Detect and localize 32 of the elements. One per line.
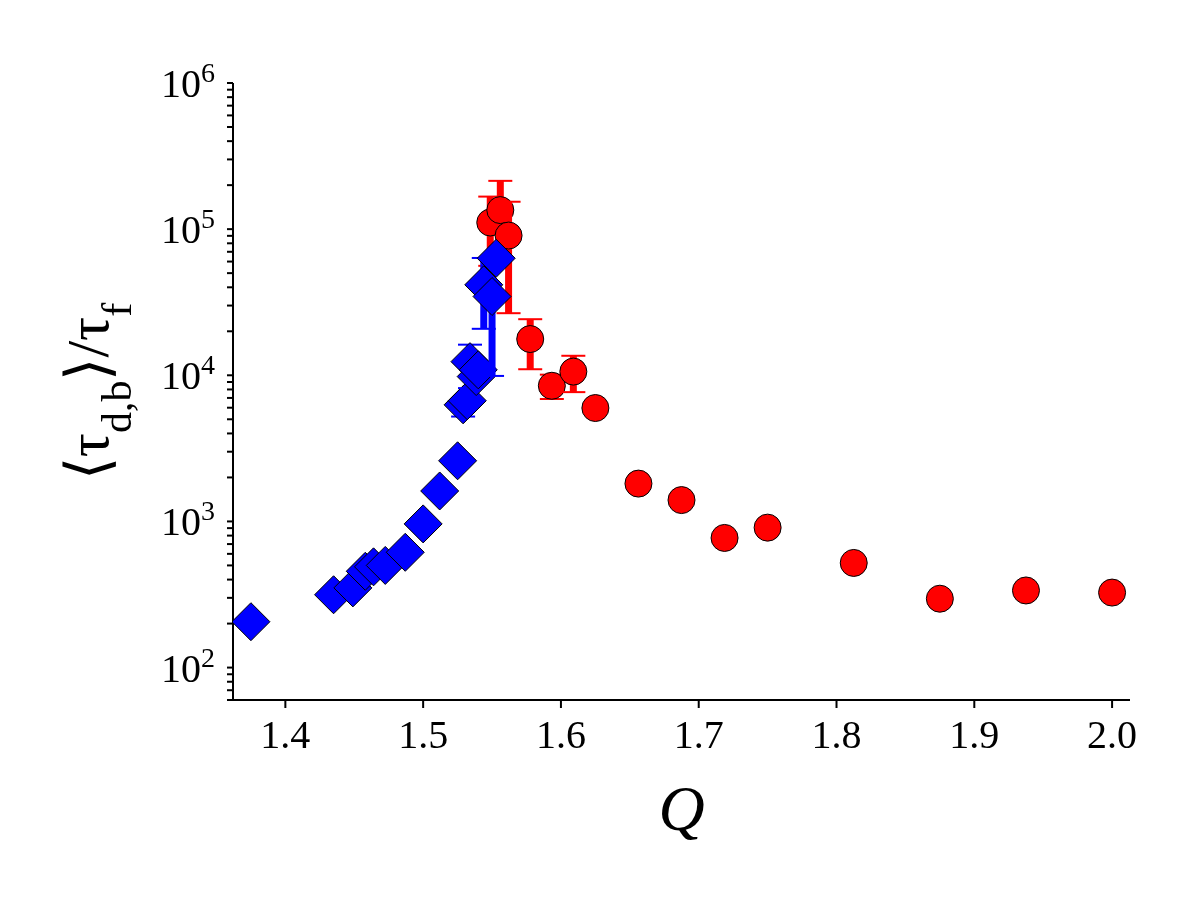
x-tick-label: 2.0 [1087,712,1138,757]
y-tick-label: 10$^{5}$ [161,202,215,253]
x-tick-label: 1.6 [535,712,586,757]
point [438,441,478,481]
point [233,602,271,642]
y-tick-label: 10$^{3}$ [161,494,215,545]
y-tick-label: 10$^{6}$ [161,56,215,106]
point [385,532,425,572]
y-tick-label: 10$^{4}$ [161,348,215,399]
point [624,469,653,498]
point [403,504,443,544]
point [516,325,545,354]
point [710,523,739,552]
point [1098,578,1127,607]
point [559,357,588,386]
point [925,584,954,613]
point [753,513,782,542]
point [420,471,460,511]
point [472,277,512,317]
point [839,548,868,577]
x-tick-label: 1.9 [949,712,1000,757]
x-tick-label: 1.5 [398,712,449,757]
point [1011,576,1040,605]
point [494,221,523,250]
x-tick-label: 1.8 [811,712,862,757]
y-tick-label: 10$^{2}$ [161,641,215,691]
point [476,238,516,278]
x-axis-title: Q [658,773,705,844]
point [581,394,610,423]
point [667,486,696,515]
x-tick-label: 1.4 [260,712,311,757]
x-tick-label: 1.7 [673,712,724,757]
